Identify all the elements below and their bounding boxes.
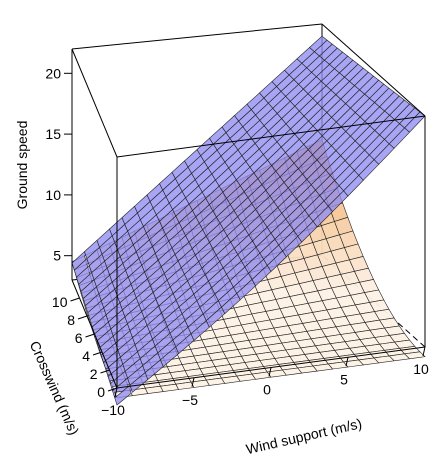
x-tick-mark [345, 357, 349, 367]
x-tick-mark [191, 377, 195, 387]
surface-orange-facet [403, 351, 426, 360]
x-tick-label: −5 [182, 392, 198, 408]
y-tick-label: 0 [97, 384, 105, 400]
x-tick-label: 10 [413, 361, 429, 377]
y-tick-mark [100, 369, 110, 374]
axes: 5 10 15 20 −10 −5 0 5 10 0 24 68 10 [45, 65, 429, 418]
y-tick-mark [85, 333, 95, 338]
x-tick-mark [268, 367, 272, 377]
y-tick-label: 4 [82, 348, 90, 364]
x-tick-label: −10 [101, 402, 125, 418]
x-tick-mark [114, 387, 118, 398]
z-axis-title: Ground speed [14, 121, 30, 210]
x-tick-label: 0 [263, 382, 271, 398]
box-edge-top-left [71, 48, 118, 158]
y-tick-label: 10 [52, 294, 68, 310]
y-axis-title: Crosswind (m/s) [27, 339, 83, 438]
y-tick-label: 2 [90, 366, 98, 382]
box-edge-top-right [321, 23, 426, 117]
y-tick-mark [92, 351, 103, 356]
y-tick-mark [70, 297, 80, 302]
z-tick-label: 10 [45, 187, 61, 203]
box-edge-top-front [116, 115, 426, 158]
z-tick-label: 5 [53, 248, 61, 264]
x-tick-label: 5 [340, 371, 348, 387]
box-edge-top-back [71, 23, 323, 50]
surfaces [71, 35, 426, 406]
y-tick-label: 8 [67, 312, 75, 328]
y-tick-label: 6 [75, 330, 83, 346]
y-tick-mark [77, 315, 88, 320]
y-tick-mark [107, 387, 118, 392]
x-tick-mark [422, 346, 426, 357]
z-tick-label: 15 [45, 126, 61, 142]
z-tick-label: 20 [45, 65, 61, 81]
x-axis-title: Wind support (m/s) [244, 415, 363, 457]
